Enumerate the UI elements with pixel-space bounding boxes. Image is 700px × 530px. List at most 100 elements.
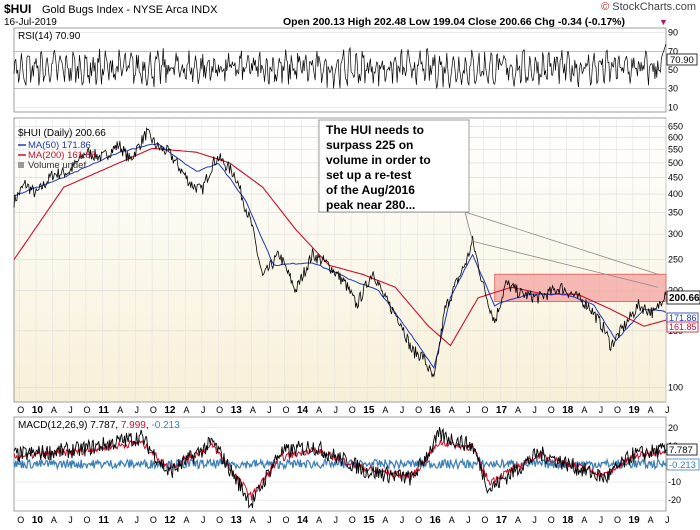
price-tick-label: 350 xyxy=(668,208,683,218)
x-tick-label: J xyxy=(599,515,604,525)
price-tick-label: 400 xyxy=(668,189,683,199)
x-tick-label: J xyxy=(267,405,272,415)
rsi-last-value-tag: 70.90 xyxy=(666,53,698,66)
price-tick-label: 550 xyxy=(668,145,683,155)
macd-label: MACD(12,26,9) 7.787, 7.999, -0.213 xyxy=(18,420,180,431)
x-tick-label: 18 xyxy=(562,405,574,416)
price-tick-label: 600 xyxy=(668,132,683,142)
rsi-tick-label: 70 xyxy=(668,46,678,56)
x-tick-label: 14 xyxy=(297,515,309,526)
x-tick-label: O xyxy=(415,405,422,415)
macd-tick-label: 20 xyxy=(668,423,678,433)
x-tick-label: O xyxy=(481,515,488,525)
x-tick-label: J xyxy=(466,405,471,415)
x-tick-label: 14 xyxy=(297,405,309,416)
macd-tick-label: -10 xyxy=(668,477,681,487)
x-tick-label: O xyxy=(614,405,621,415)
svg-text:161.85: 161.85 xyxy=(669,322,697,332)
ma200-tag: 161.85 xyxy=(666,321,699,333)
x-tick-label: 13 xyxy=(231,515,243,526)
x-tick-label: J xyxy=(333,515,338,525)
watermark: © StockCharts.com xyxy=(601,1,696,13)
index-name: Gold Bugs Index - NYSE Arca INDX xyxy=(42,4,218,16)
x-tick-label: O xyxy=(282,515,289,525)
x-tick-label: 13 xyxy=(231,405,243,416)
rsi-tick-label: 90 xyxy=(668,28,678,38)
x-tick-label: O xyxy=(84,405,91,415)
svg-text:200.66: 200.66 xyxy=(669,293,700,304)
x-tick-label: A xyxy=(449,515,455,525)
x-tick-label: A xyxy=(184,405,190,415)
x-tick-label: A xyxy=(581,515,587,525)
x-tick-label: A xyxy=(449,405,455,415)
x-tick-label: O xyxy=(415,515,422,525)
x-tick-label: J xyxy=(599,405,604,415)
x-tick-label: O xyxy=(150,515,157,525)
x-tick-label: O xyxy=(282,405,289,415)
svg-text:MA(50) 171.86: MA(50) 171.86 xyxy=(28,140,91,151)
x-tick-label: 17 xyxy=(496,405,508,416)
svg-text:MA(200) 161.85: MA(200) 161.85 xyxy=(28,150,96,161)
x-axis-price: O 10 A J O 11 A J O 12 A J O 13 A J O 14 A J O 15 A J O 16 A J O 17 A J… xyxy=(17,405,669,416)
x-tick-label: 16 xyxy=(430,405,442,416)
price-tick-label: 250 xyxy=(668,255,683,265)
x-tick-label: A xyxy=(117,515,123,525)
svg-text:171.86: 171.86 xyxy=(669,313,697,323)
svg-text:7.787: 7.787 xyxy=(669,445,693,456)
x-tick-label: O xyxy=(614,515,621,525)
symbol-title: $HUI xyxy=(4,2,31,16)
x-tick-label: O xyxy=(17,405,24,415)
x-tick-label: A xyxy=(515,405,521,415)
x-tick-label: O xyxy=(17,515,24,525)
x-tick-label: A xyxy=(51,515,57,525)
price-tick-label: 100 xyxy=(668,382,683,392)
x-tick-label: 15 xyxy=(363,405,375,416)
x-tick-label: J xyxy=(532,515,537,525)
x-tick-label: J xyxy=(201,405,206,415)
macd-panel: MACD(12,26,9) 7.787, 7.999, -0.213 20100… xyxy=(13,416,700,512)
rsi-label: RSI(14) 70.90 xyxy=(18,31,81,42)
x-tick-label: 18 xyxy=(562,515,574,526)
x-tick-label: J xyxy=(532,405,537,415)
x-tick-label: O xyxy=(150,405,157,415)
svg-text:70.90: 70.90 xyxy=(670,55,694,66)
x-tick-label: O xyxy=(548,515,555,525)
callout-pointer-1 xyxy=(464,211,473,242)
rsi-panel: RSI(14) 70.90 90 70 50 30 10 70.90 xyxy=(13,27,698,113)
x-tick-label: 11 xyxy=(98,515,109,526)
x-tick-label: A xyxy=(648,515,654,525)
callout-pointer-3 xyxy=(472,240,659,288)
price-tick-label: 500 xyxy=(668,158,683,168)
x-tick-label: 15 xyxy=(363,515,375,526)
x-tick-label: J xyxy=(400,515,405,525)
macd-value-tag: 7.787 xyxy=(666,443,698,456)
x-tick-label: O xyxy=(349,515,356,525)
x-tick-label: J xyxy=(400,405,405,415)
rsi-tick-label: 30 xyxy=(668,84,678,94)
macd-tick-label: -20 xyxy=(668,495,681,505)
x-tick-label: 10 xyxy=(32,405,44,416)
x-tick-label: J xyxy=(665,515,670,525)
rsi-tick-label: 10 xyxy=(668,102,678,112)
x-tick-label: J xyxy=(665,405,670,415)
svg-text:Volume undef: Volume undef xyxy=(28,160,86,171)
legend: $HUI (Daily) 200.66 MA(50) 171.86 MA(200… xyxy=(18,128,106,171)
x-tick-label: A xyxy=(250,405,256,415)
x-tick-label: J xyxy=(267,515,272,525)
ohlc-summary: Open 200.13 High 202.48 Low 199.04 Close… xyxy=(283,16,625,28)
x-tick-label: O xyxy=(349,405,356,415)
price-last-tag: 200.66 xyxy=(666,290,700,305)
x-tick-label: J xyxy=(333,405,338,415)
x-tick-label: 12 xyxy=(164,405,176,416)
hist-value-tag: -0.213 xyxy=(666,458,700,471)
x-tick-label: J xyxy=(68,515,73,525)
x-tick-label: O xyxy=(548,405,555,415)
x-tick-label: 11 xyxy=(98,405,109,416)
ma200-line xyxy=(13,147,667,347)
x-tick-label: 19 xyxy=(629,515,641,526)
x-tick-label: J xyxy=(135,405,140,415)
x-tick-label: J xyxy=(135,515,140,525)
x-tick-label: A xyxy=(51,405,57,415)
x-tick-label: 16 xyxy=(430,515,442,526)
